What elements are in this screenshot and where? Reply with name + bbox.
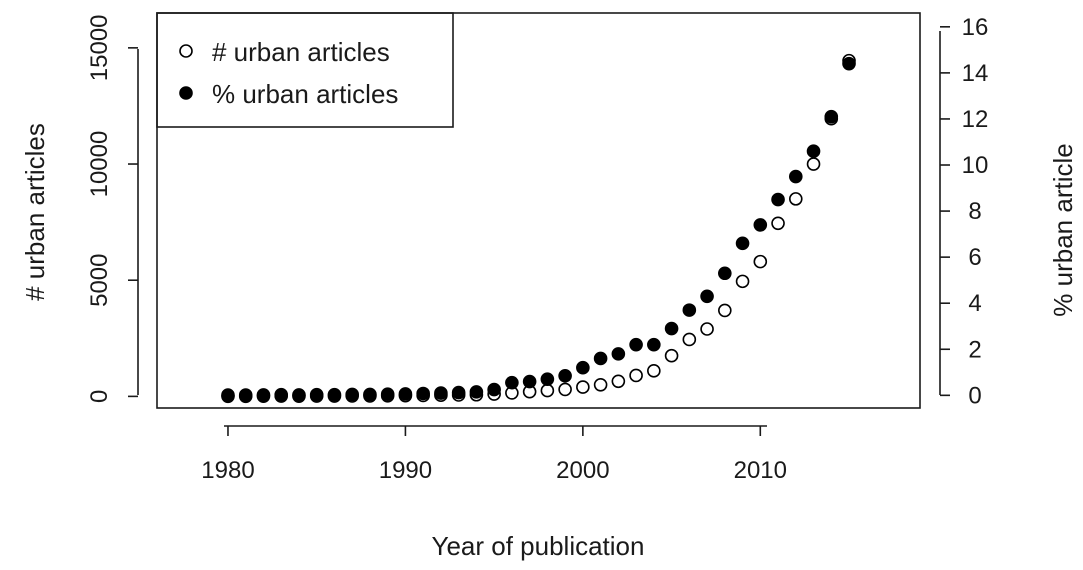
left-axis: 0 5000 10000 15000: [86, 14, 139, 403]
urban-percent-point: [682, 303, 697, 317]
urban-percent-point: [505, 375, 519, 390]
urban-count-point: [735, 274, 750, 289]
y2-tick-label: 12: [962, 106, 989, 133]
urban-percent-point: [345, 387, 359, 402]
urban-count-point: [718, 303, 732, 318]
urban-percent-point: [824, 109, 839, 124]
x-tick-label: 1990: [379, 457, 432, 484]
urban-percent-point: [611, 347, 626, 361]
urban-count-point: [611, 374, 626, 389]
y2-tick-label: 14: [962, 60, 989, 87]
y2-tick-label: 4: [968, 290, 981, 317]
x-tick-label: 2000: [556, 457, 609, 484]
urban-percent-point: [451, 385, 466, 400]
urban-percent-point: [771, 192, 785, 207]
urban-percent-point: [700, 289, 714, 304]
urban-percent-point: [647, 337, 661, 352]
data-points: [221, 53, 856, 404]
urban-count-point: [540, 383, 555, 398]
y-tick-label: 15000: [86, 14, 113, 81]
y-axis-title: # urban articles: [20, 123, 50, 301]
urban-count-point: [558, 382, 572, 397]
urban-percent-point: [664, 321, 679, 336]
urban-percent-point: [593, 351, 608, 366]
urban-percent-point: [256, 388, 271, 402]
urban-percent-point: [363, 387, 377, 402]
legend-label-percent: % urban articles: [212, 79, 398, 109]
urban-percent-point: [806, 144, 821, 158]
urban-count-point: [753, 254, 768, 269]
urban-percent-point: [522, 374, 537, 389]
urban-percent-point: [221, 388, 235, 402]
legend-marker-open: [179, 44, 193, 58]
urban-percent-point: [788, 169, 803, 184]
urban-count-point: [700, 322, 714, 336]
y2-tick-label: 6: [968, 244, 981, 271]
bottom-axis: 1980 1990 2000 2010: [201, 425, 787, 484]
y2-tick-label: 0: [968, 382, 981, 409]
urban-percent-point: [309, 387, 324, 402]
urban-count-point: [664, 348, 679, 363]
urban-percent-point: [718, 266, 732, 281]
urban-percent-point: [558, 368, 572, 383]
urban-count-point: [771, 216, 785, 231]
x-axis-title: Year of publication: [432, 531, 645, 561]
urban-percent-point: [469, 385, 484, 399]
y2-tick-label: 2: [968, 336, 981, 363]
urban-count-point: [788, 192, 803, 206]
urban-percent-point: [576, 360, 590, 375]
urban-percent-point: [434, 386, 448, 400]
urban-percent-point: [327, 387, 342, 402]
y2-tick-label: 16: [962, 14, 989, 41]
urban-percent-point: [380, 387, 395, 401]
urban-count-point: [593, 377, 608, 392]
y2-tick-label: 8: [968, 198, 981, 225]
x-tick-label: 1980: [201, 457, 254, 484]
urban-count-point: [806, 157, 821, 171]
urban-count-point: [647, 364, 661, 378]
plot-frame: [156, 12, 921, 409]
y2-tick-label: 10: [962, 152, 989, 179]
y-tick-label: 0: [86, 390, 113, 403]
urban-percent-point: [416, 386, 430, 401]
urban-percent-point: [629, 337, 643, 352]
y-tick-label: 5000: [86, 254, 113, 307]
legend-label-count: # urban articles: [212, 37, 390, 67]
urban-percent-point: [238, 388, 253, 402]
y2-axis-title: % urban article: [1048, 143, 1078, 316]
urban-percent-point: [398, 387, 413, 401]
urban-count-point: [629, 368, 643, 383]
legend: # urban articles % urban articles: [156, 12, 454, 128]
urban-percent-point: [753, 218, 768, 232]
urban-percent-point: [274, 387, 289, 402]
urban-count-point: [682, 332, 697, 347]
x-tick-label: 2010: [734, 457, 787, 484]
urban-percent-point: [487, 382, 501, 397]
legend-marker-filled: [179, 86, 193, 100]
urban-count-point: [576, 380, 590, 394]
urban-percent-point: [540, 372, 555, 387]
legend-box: [156, 12, 454, 128]
urban-percent-point: [292, 388, 306, 402]
urban-percent-point: [735, 236, 750, 251]
y-tick-label: 10000: [86, 131, 113, 198]
right-axis: 0 2 4 6 8 10 12 14 16: [939, 14, 989, 409]
urban-percent-point: [842, 56, 856, 71]
